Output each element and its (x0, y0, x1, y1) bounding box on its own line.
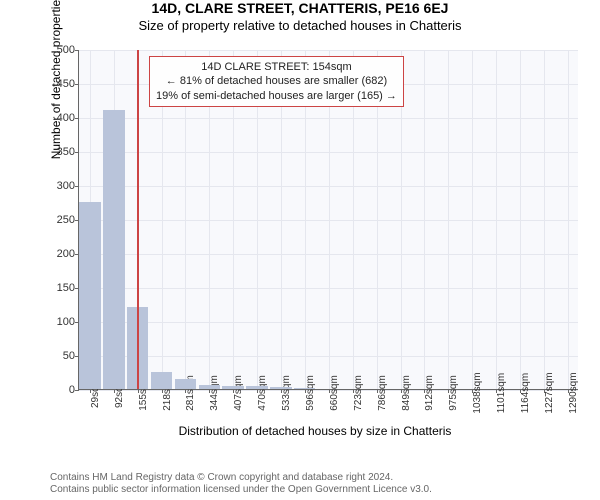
histogram-bar (103, 110, 124, 389)
y-tick-label: 150 (57, 282, 75, 294)
histogram-bar (246, 386, 267, 389)
histogram-bar (151, 372, 172, 389)
x-tick-label: 533sqm (281, 375, 292, 411)
x-tick-label: 1164sqm (520, 373, 531, 413)
page-subtitle: Size of property relative to detached ho… (0, 18, 600, 33)
histogram-bar (175, 379, 196, 389)
x-tick-label: 723sqm (353, 375, 364, 411)
x-tick-label: 596sqm (305, 375, 316, 411)
x-tick-label: 1101sqm (496, 373, 507, 413)
x-tick-label: 849sqm (401, 375, 412, 411)
annotation-line-2: ← 81% of detached houses are smaller (68… (156, 74, 397, 88)
y-tick-label: 350 (57, 146, 75, 158)
annotation-line-1: 14D CLARE STREET: 154sqm (156, 60, 397, 74)
x-tick-label: 1038sqm (472, 372, 483, 413)
x-tick-label: 975sqm (448, 375, 459, 411)
y-tick-label: 50 (63, 350, 75, 362)
footer-line-1: Contains HM Land Registry data © Crown c… (50, 472, 432, 484)
histogram-bar (199, 385, 220, 389)
y-tick-label: 500 (57, 44, 75, 56)
histogram-bar (222, 386, 243, 389)
footer-line-2: Contains public sector information licen… (50, 484, 432, 496)
histogram-bar (294, 388, 315, 389)
y-tick-label: 200 (57, 248, 75, 260)
container: 14D, CLARE STREET, CHATTERIS, PE16 6EJ S… (0, 0, 600, 500)
x-tick-label: 1227sqm (544, 372, 555, 413)
plot-area: 05010015020025030035040045050029sqm92sqm… (78, 50, 578, 390)
chart: Number of detached properties 0501001502… (50, 50, 580, 420)
y-tick-label: 400 (57, 112, 75, 124)
y-tick-label: 100 (57, 316, 75, 328)
x-tick-label: 1290sqm (568, 372, 579, 413)
footer: Contains HM Land Registry data © Crown c… (50, 472, 432, 496)
annotation-line-3: 19% of semi-detached houses are larger (… (156, 89, 397, 103)
x-tick-label: 407sqm (233, 375, 244, 411)
y-tick-label: 300 (57, 180, 75, 192)
marker-line (137, 50, 139, 389)
x-tick-label: 786sqm (377, 375, 388, 411)
annotation-box: 14D CLARE STREET: 154sqm ← 81% of detach… (149, 56, 404, 107)
x-tick-label: 660sqm (329, 375, 340, 411)
x-axis-label: Distribution of detached houses by size … (179, 424, 452, 438)
y-tick-label: 0 (69, 384, 75, 396)
page-title: 14D, CLARE STREET, CHATTERIS, PE16 6EJ (0, 0, 600, 16)
histogram-bar (79, 202, 100, 389)
x-tick-label: 344sqm (209, 375, 220, 411)
x-tick-label: 470sqm (257, 375, 268, 411)
histogram-bar (270, 387, 291, 389)
y-tick-label: 450 (57, 78, 75, 90)
y-tick-label: 250 (57, 214, 75, 226)
x-tick-label: 912sqm (424, 375, 435, 411)
